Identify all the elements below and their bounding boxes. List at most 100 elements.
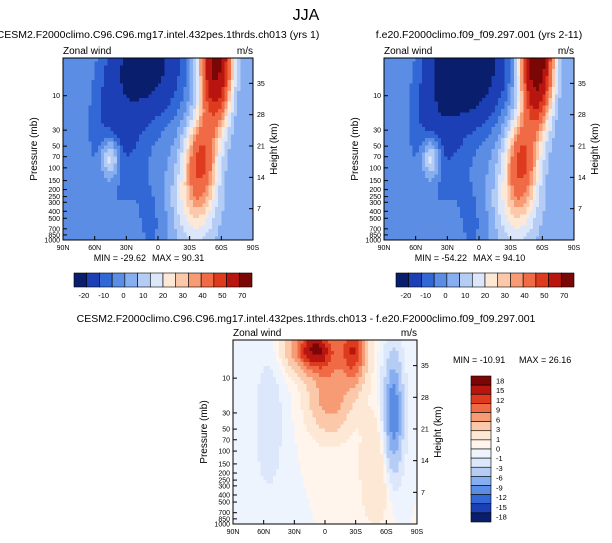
contour-cell [390,207,395,212]
contour-cell [479,145,483,150]
contour-cell [120,159,124,165]
contour-cell [237,141,241,146]
contour-cell [173,210,178,216]
contour-cell [453,156,458,161]
contour-cell [240,101,245,106]
contour-cell [66,76,70,81]
contour-cell [431,178,436,183]
contour-cell [243,58,248,63]
contour-cell [120,87,124,92]
contour-cell [199,65,203,70]
contour-cell [110,214,115,219]
contour-cell [409,159,414,165]
contour-cell [431,145,436,150]
contour-cell [403,101,407,106]
contour-cell [246,163,251,168]
contour-cell [221,163,226,168]
contour-cell [460,170,464,176]
contour-cell [437,112,442,117]
contour-cell [234,145,238,150]
contour-cell [475,221,480,227]
contour-cell [243,145,248,150]
contour-cell [406,94,410,99]
contour-cell [460,229,464,234]
contour-cell [450,119,455,125]
contour-cell [110,159,115,165]
contour-cell [485,199,490,205]
contour-cell [82,127,86,132]
contour-cell [107,203,112,208]
contour-cell [199,68,203,74]
contour-cell [409,192,414,197]
contour-cell [66,203,70,208]
contour-cell [387,101,391,106]
contour-cell [412,112,417,117]
contour-cell [406,76,410,81]
contour-cell [135,119,140,125]
contour-cell [215,192,219,197]
contour-cell [161,105,165,110]
contour-cell [249,141,254,146]
contour-cell [406,229,410,234]
contour-cell [63,174,67,179]
contour-cell [82,58,86,63]
contour-cell [202,149,207,154]
contour-cell [189,203,194,208]
contour-cell [230,178,235,183]
contour-cell [456,178,461,183]
contour-cell [418,76,423,81]
contour-cell [63,76,67,81]
contour-cell [399,98,404,103]
contour-cell [403,61,407,66]
contour-cell [422,61,426,66]
contour-cell [72,232,77,237]
contour-cell [173,149,178,154]
contour-cell [218,159,222,165]
contour-cell [139,181,143,186]
contour-cell [479,116,483,121]
contour-cell [418,214,423,219]
contour-cell [412,199,417,205]
contour-cell [466,87,471,92]
contour-cell [205,174,210,179]
contour-cell [230,199,235,205]
contour-cell [469,127,474,132]
contour-cell [237,145,241,150]
contour-cell [230,119,235,125]
contour-cell [415,178,420,183]
contour-cell [399,174,404,179]
contour-cell [132,207,137,212]
contour-cell [399,130,404,136]
contour-cell [132,229,137,234]
contour-cell [237,207,241,212]
contour-cell [437,130,442,136]
contour-cell [453,119,458,125]
contour-cell [387,79,391,85]
contour-cell [406,152,410,157]
contour-cell [91,76,96,81]
contour-cell [390,156,395,161]
contour-cell [422,225,426,230]
contour-cell [101,189,105,194]
contour-cell [186,58,191,63]
contour-cell [230,83,235,88]
contour-cell [180,130,184,136]
contour-cell [116,152,121,157]
contour-cell [78,119,83,125]
contour-cell [101,203,105,208]
contour-cell [456,127,461,132]
contour-cell [151,130,156,136]
contour-cell [132,98,137,103]
contour-cell [218,127,222,132]
contour-cell [101,236,105,241]
contour-cell [227,159,232,165]
contour-cell [107,196,112,201]
contour-cell [145,229,150,234]
contour-cell [418,65,423,70]
contour-cell [78,221,83,227]
contour-cell [415,134,420,139]
contour-cell [183,134,188,139]
contour-cell [479,214,483,219]
contour-cell [450,112,455,117]
contour-cell [409,65,414,70]
